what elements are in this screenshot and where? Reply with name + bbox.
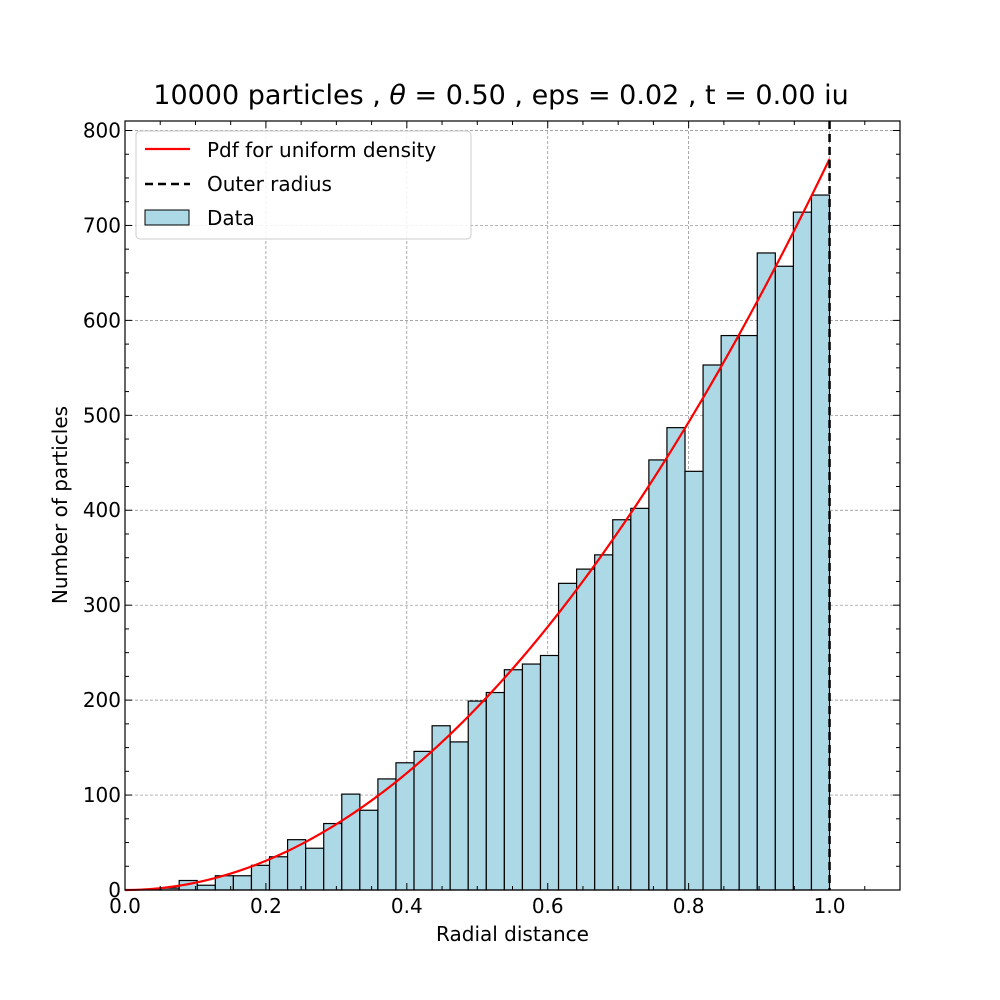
histogram-bar — [196, 884, 216, 891]
x-tick-label: 0.0 — [109, 894, 141, 918]
y-axis-label: Number of particles — [48, 406, 72, 604]
histogram-bar — [630, 507, 650, 891]
axis-ticks — [124, 121, 901, 891]
y-tick-label: 400 — [83, 498, 121, 522]
histogram-bar — [576, 568, 596, 891]
legend: Pdf for uniform density Outer radius Dat… — [135, 130, 472, 240]
y-tick-label: 700 — [83, 213, 121, 237]
histogram-bar — [431, 725, 451, 891]
x-tick-labels: 0.0 0.2 0.4 0.6 0.8 1.0 — [109, 894, 845, 918]
legend-data-swatch — [144, 209, 190, 226]
pdf-curve — [124, 158, 831, 892]
histogram-bar — [395, 762, 415, 891]
x-tick-label: 0.6 — [532, 894, 564, 918]
histogram-bar — [449, 741, 469, 891]
legend-data-label: Data — [207, 206, 255, 230]
y-tick-label: 100 — [83, 783, 121, 807]
histogram-bar — [521, 663, 542, 891]
histogram-bar — [774, 265, 794, 891]
histogram-bar — [557, 582, 578, 891]
histogram-bar — [413, 750, 433, 891]
title-lead: 10000 particles , — [153, 80, 389, 111]
histogram-bar — [792, 211, 813, 891]
histogram-bar — [756, 252, 776, 891]
x-tick-label: 0.2 — [250, 894, 282, 918]
x-tick-label: 0.4 — [391, 894, 423, 918]
title-rest: = 0.50 , eps = 0.02 , t = 0.00 iu — [406, 80, 849, 111]
histogram-bar — [268, 856, 289, 891]
histogram-bar — [503, 669, 524, 891]
y-tick-labels: 0 100 200 300 400 500 600 700 800 — [83, 118, 121, 902]
y-tick-label: 800 — [83, 118, 121, 142]
histogram-bar — [539, 654, 560, 891]
y-tick-label: 600 — [83, 308, 121, 332]
y-tick-label: 500 — [83, 403, 121, 427]
x-axis-label: Radial distance — [436, 922, 589, 946]
histogram-bar — [377, 778, 397, 891]
histogram-bar — [485, 691, 505, 891]
histogram-bar — [467, 700, 487, 891]
histogram-bar — [341, 793, 361, 891]
histogram-bar — [305, 847, 325, 891]
title-symbol: θ — [389, 80, 406, 111]
histogram-bar — [232, 875, 253, 891]
histogram-bar — [702, 364, 722, 891]
histogram-bar — [323, 822, 343, 891]
chart-title: 10000 particles , θ = 0.50 , eps = 0.02 … — [153, 80, 848, 111]
x-tick-label: 0.8 — [673, 894, 705, 918]
y-tick-label: 300 — [83, 593, 121, 617]
histogram-bars — [142, 194, 831, 891]
histogram-bar — [684, 470, 704, 891]
legend-pdf-label: Pdf for uniform density — [207, 138, 436, 162]
histogram-bar — [594, 554, 614, 891]
histogram-bar — [720, 334, 740, 891]
histogram-bar — [250, 864, 271, 891]
legend-frame — [135, 130, 472, 240]
histogram-bar — [359, 809, 379, 891]
histogram-bar — [666, 427, 686, 891]
histogram-bar — [810, 194, 831, 891]
histogram-bar — [612, 519, 632, 891]
histogram-bar — [648, 459, 668, 891]
x-tick-label: 1.0 — [814, 894, 846, 918]
y-tick-label: 0 — [108, 878, 121, 902]
histogram-bar — [738, 334, 758, 891]
legend-outer-radius-label: Outer radius — [207, 172, 332, 196]
y-tick-label: 200 — [83, 688, 121, 712]
